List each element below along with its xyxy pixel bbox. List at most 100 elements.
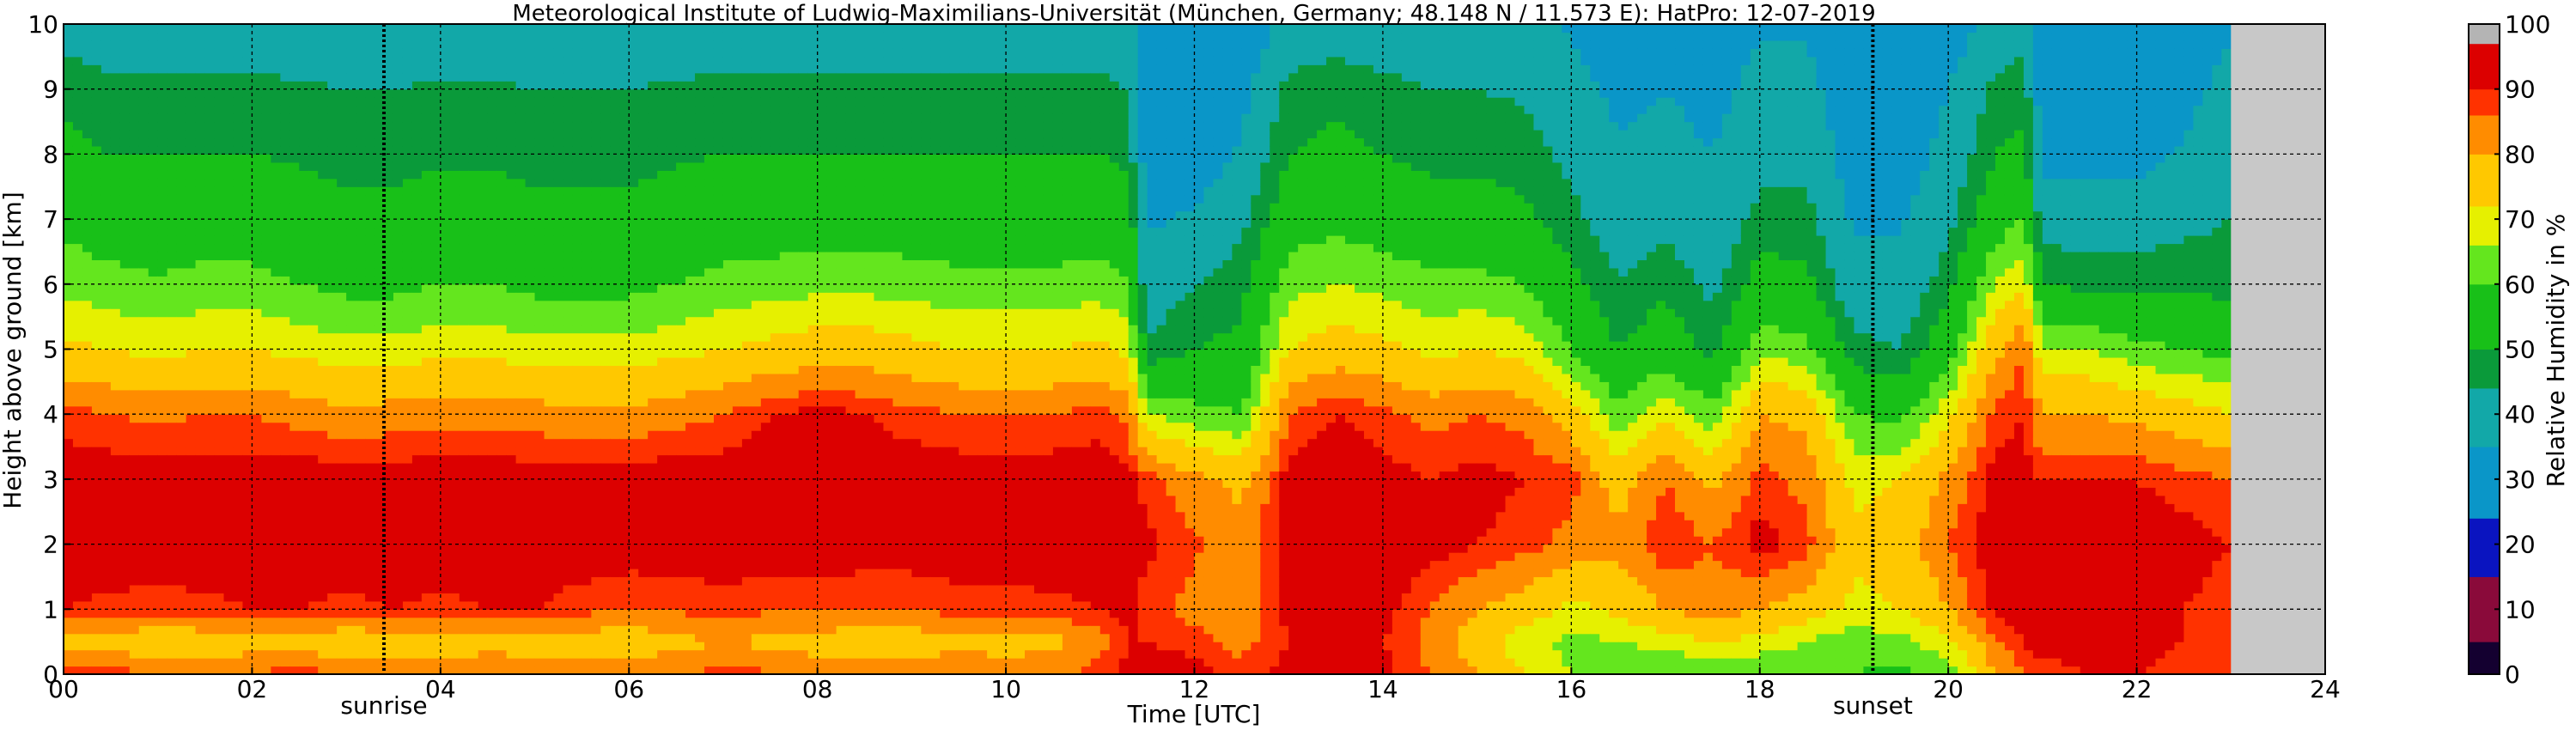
heatmap-cell: [280, 430, 290, 439]
heatmap-cell: [215, 552, 225, 561]
heatmap-cell: [233, 381, 243, 390]
heatmap-cell: [289, 617, 300, 626]
heatmap-cell: [111, 284, 121, 293]
heatmap-cell: [120, 455, 131, 464]
heatmap-cell: [130, 585, 140, 593]
heatmap-cell: [158, 301, 168, 309]
heatmap-cell: [82, 203, 93, 211]
heatmap-cell: [233, 195, 243, 204]
heatmap-cell: [92, 73, 102, 82]
heatmap-cell: [233, 137, 243, 146]
heatmap-cell: [82, 374, 93, 382]
heatmap-cell: [139, 593, 149, 601]
heatmap-cell: [205, 325, 216, 333]
heatmap-cell: [186, 203, 197, 211]
heatmap-cell: [242, 122, 253, 131]
heatmap-cell: [158, 552, 168, 561]
heatmap-cell: [130, 487, 140, 496]
heatmap-cell: [289, 243, 300, 252]
heatmap-cell: [186, 658, 197, 666]
heatmap-cell: [224, 350, 234, 358]
heatmap-cell: [130, 113, 140, 122]
heatmap-cell: [82, 106, 93, 114]
heatmap-cell: [261, 585, 271, 593]
heatmap-cell: [149, 536, 159, 544]
heatmap-cell: [92, 228, 102, 236]
heatmap-cell: [261, 374, 271, 382]
heatmap-cell: [158, 211, 168, 220]
heatmap-cell: [224, 520, 234, 528]
heatmap-cell: [196, 259, 206, 268]
heatmap-cell: [224, 471, 234, 479]
heatmap-cell: [196, 625, 206, 634]
heatmap-cell: [111, 228, 121, 236]
heatmap-cell: [130, 439, 140, 447]
heatmap-cell: [280, 341, 290, 350]
heatmap-cell: [167, 186, 178, 195]
heatmap-cell: [299, 625, 309, 634]
heatmap-cell: [215, 32, 225, 40]
heatmap-cell: [101, 658, 112, 666]
heatmap-cell: [205, 203, 216, 211]
heatmap-cell: [92, 333, 102, 342]
heatmap-cell: [224, 24, 234, 33]
heatmap-cell: [92, 528, 102, 537]
heatmap-cell: [252, 162, 262, 171]
heatmap-cell: [271, 228, 281, 236]
heatmap-cell: [82, 211, 93, 220]
heatmap-cell: [224, 430, 234, 439]
heatmap-cell: [215, 292, 225, 301]
heatmap-cell: [280, 284, 290, 293]
heatmap-cell: [82, 301, 93, 309]
heatmap-cell: [177, 162, 187, 171]
heatmap-cell: [92, 625, 102, 634]
heatmap-cell: [196, 609, 206, 617]
heatmap-cell: [242, 243, 253, 252]
heatmap-cell: [280, 357, 290, 366]
heatmap-cell: [101, 252, 112, 260]
heatmap-cell: [158, 576, 168, 585]
heatmap-cell: [167, 642, 178, 650]
heatmap-cell: [242, 73, 253, 82]
heatmap-cell: [224, 292, 234, 301]
heatmap-cell: [215, 333, 225, 342]
heatmap-cell: [224, 569, 234, 577]
heatmap-cell: [167, 350, 178, 358]
heatmap-cell: [82, 284, 93, 293]
heatmap-cell: [158, 561, 168, 569]
heatmap-cell: [271, 211, 281, 220]
heatmap-cell: [205, 268, 216, 277]
heatmap-cell: [261, 284, 271, 293]
heatmap-cell: [252, 617, 262, 626]
heatmap-cell: [233, 130, 243, 138]
heatmap-cell: [224, 650, 234, 659]
heatmap-cell: [280, 561, 290, 569]
heatmap-cell: [224, 81, 234, 89]
heatmap-cell: [205, 284, 216, 293]
heatmap-cell: [224, 268, 234, 277]
heatmap-cell: [186, 146, 197, 155]
heatmap-cell: [280, 228, 290, 236]
heatmap-cell: [280, 520, 290, 528]
heatmap-cell: [233, 89, 243, 98]
heatmap-cell: [82, 561, 93, 569]
heatmap-cell: [252, 625, 262, 634]
heatmap-cell: [111, 146, 121, 155]
heatmap-cell: [167, 390, 178, 398]
heatmap-cell: [233, 414, 243, 423]
heatmap-cell: [224, 406, 234, 415]
heatmap-cell: [64, 195, 74, 204]
heatmap-cell: [167, 325, 178, 333]
heatmap-cell: [139, 350, 149, 358]
heatmap-cell: [139, 414, 149, 423]
heatmap-cell: [92, 471, 102, 479]
heatmap-cell: [186, 487, 197, 496]
heatmap-cell: [130, 170, 140, 179]
heatmap-cell: [252, 195, 262, 204]
heatmap-cell: [252, 48, 262, 57]
heatmap-cell: [139, 301, 149, 309]
heatmap-cell: [205, 81, 216, 89]
heatmap-cell: [111, 317, 121, 325]
heatmap-cell: [233, 179, 243, 187]
heatmap-cell: [92, 89, 102, 98]
